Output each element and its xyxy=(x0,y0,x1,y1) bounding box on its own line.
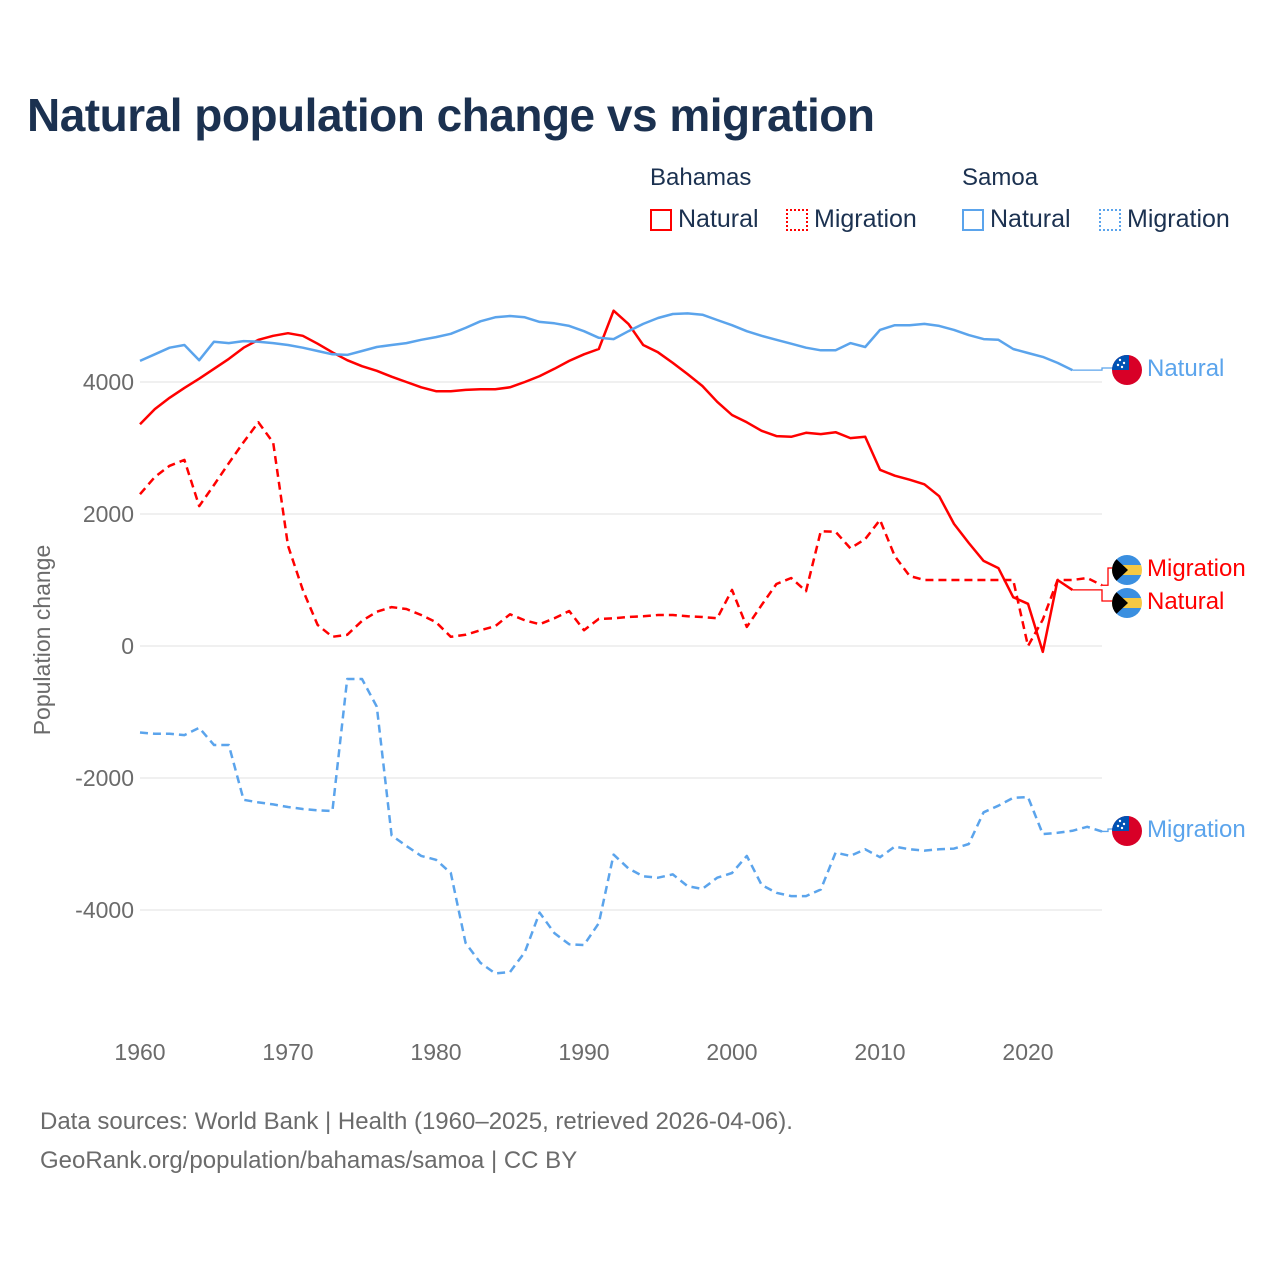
solid-swatch-icon xyxy=(650,208,672,231)
legend-label: Natural xyxy=(990,205,1071,233)
y-axis-ticks: 4000 2000 0 -2000 -4000 xyxy=(75,369,134,923)
x-tick-label: 1980 xyxy=(410,1039,461,1065)
solid-swatch-icon xyxy=(962,208,984,231)
series-line-bahamas-migration xyxy=(139,421,1103,648)
bahamas-flag-icon xyxy=(1112,555,1142,585)
legend-label: Migration xyxy=(814,205,917,233)
label-connector xyxy=(1072,589,1113,602)
samoa-flag-icon xyxy=(1112,816,1142,846)
y-axis-label: Population change xyxy=(29,545,55,736)
chart-title: Natural population change vs migration xyxy=(27,89,875,141)
label-connector xyxy=(1072,367,1113,371)
y-tick-label: 4000 xyxy=(83,369,134,395)
x-axis-ticks: 1960 1970 1980 1990 2000 2010 2020 xyxy=(114,1039,1053,1065)
legend-label: Natural xyxy=(678,205,759,233)
bahamas-flag-icon xyxy=(1112,588,1142,618)
legend-item-bahamas-migration[interactable]: Migration xyxy=(786,205,917,234)
end-label: Natural xyxy=(1147,355,1224,382)
end-labels: Natural Migration Natural Migration xyxy=(1072,355,1246,846)
series-line-samoa-natural xyxy=(139,312,1073,372)
legend-group-samoa: Samoa xyxy=(962,164,1039,191)
x-tick-label: 2020 xyxy=(1002,1039,1053,1065)
end-label: Natural xyxy=(1147,588,1224,615)
x-tick-label: 2000 xyxy=(706,1039,757,1065)
x-tick-label: 1960 xyxy=(114,1039,165,1065)
end-label: Migration xyxy=(1147,555,1246,582)
y-tick-label: -4000 xyxy=(75,897,134,923)
grid-lines xyxy=(140,381,1102,911)
x-tick-label: 1990 xyxy=(558,1039,609,1065)
footer-credit: GeoRank.org/population/bahamas/samoa | C… xyxy=(40,1147,578,1174)
x-tick-label: 2010 xyxy=(854,1039,905,1065)
label-connector xyxy=(1102,828,1113,833)
footer-source: Data sources: World Bank | Health (1960–… xyxy=(40,1108,793,1135)
x-tick-label: 1970 xyxy=(262,1039,313,1065)
end-label: Migration xyxy=(1147,816,1246,843)
series-lines xyxy=(139,309,1103,975)
y-tick-label: 2000 xyxy=(83,501,134,527)
legend-item-samoa-natural[interactable]: Natural xyxy=(962,205,1071,234)
legend-label: Migration xyxy=(1127,205,1230,233)
dotted-swatch-icon xyxy=(1099,208,1121,231)
series-line-bahamas-natural xyxy=(139,309,1074,654)
y-tick-label: -2000 xyxy=(75,765,134,791)
dotted-swatch-icon xyxy=(786,208,808,231)
samoa-flag-icon xyxy=(1112,355,1142,385)
label-connector xyxy=(1102,567,1113,586)
legend-item-bahamas-natural[interactable]: Natural xyxy=(650,205,759,234)
legend-item-samoa-migration[interactable]: Migration xyxy=(1099,205,1230,234)
series-line-samoa-migration xyxy=(139,677,1103,975)
legend-group-bahamas: Bahamas xyxy=(650,164,752,191)
y-tick-label: 0 xyxy=(121,633,134,659)
